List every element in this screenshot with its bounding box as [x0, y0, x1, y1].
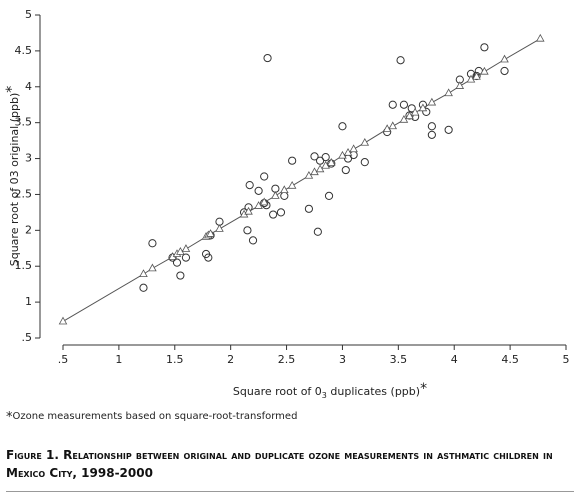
data-point: [254, 186, 263, 195]
data-point: [304, 204, 314, 213]
fitted-point: [148, 263, 157, 272]
data-point: [399, 100, 409, 109]
data-point: [245, 181, 254, 190]
y-tick-label: .5: [22, 331, 33, 344]
y-tick-label: 1.5: [15, 259, 33, 272]
fitted-point: [215, 224, 224, 232]
fitted-point: [280, 185, 289, 194]
fitted-point: [427, 97, 437, 106]
x-tick-label: 3.5: [390, 353, 408, 366]
data-point: [427, 122, 436, 131]
data-point: [269, 210, 278, 219]
data-point: [148, 239, 157, 248]
x-axis-label: Square root of 03 duplicates (ppb)*: [233, 381, 427, 400]
data-point: [341, 165, 350, 175]
data-point: [360, 158, 369, 167]
rule: [6, 491, 574, 492]
x-tick-label: 4.5: [501, 353, 519, 366]
data-point: [181, 253, 191, 262]
x-tick-label: 3: [339, 353, 346, 366]
fitted-point: [500, 54, 509, 63]
data-point: [444, 125, 453, 134]
y-tick-label: 1: [25, 295, 32, 308]
figure-caption: Figure 1. Relationship between original …: [6, 448, 553, 480]
x-tick-label: 1.5: [166, 353, 184, 366]
data-point: [324, 191, 334, 200]
data-point: [321, 153, 330, 162]
x-tick-label: 5: [563, 353, 570, 366]
data-point: [396, 56, 405, 65]
data-point: [276, 208, 286, 217]
fitted-point: [360, 137, 370, 146]
y-tick-label: 3: [25, 152, 32, 165]
data-point: [315, 156, 325, 165]
y-tick-label: 5: [25, 8, 32, 21]
fitted-point: [244, 206, 253, 215]
footnote: *Ozone measurements based on square-root…: [6, 410, 297, 425]
data-point: [260, 172, 269, 181]
data-point: [172, 258, 182, 267]
fitted-point: [181, 244, 191, 252]
data-point: [500, 66, 509, 76]
x-axis-label-star: *: [420, 381, 427, 397]
y-axis-label-text: Square root of 03 original (ppb): [8, 93, 21, 267]
y-tick-label: 2: [25, 223, 32, 236]
data-point: [480, 43, 489, 52]
fitted-point: [444, 88, 453, 97]
x-tick-label: 1: [115, 353, 122, 366]
x-axis-label-text: duplicates (ppb): [327, 385, 420, 398]
fitted-point: [259, 197, 269, 206]
data-point: [313, 227, 322, 236]
fitted-point: [472, 71, 481, 80]
fitted-point: [271, 191, 280, 199]
data-point: [338, 122, 347, 131]
y-axis-label-star: *: [4, 86, 20, 93]
fitted-point: [349, 144, 358, 153]
fitted-point: [455, 81, 465, 89]
x-tick-label: 2.5: [278, 353, 296, 366]
fitted-point: [287, 181, 297, 189]
x-tick-label: .5: [58, 353, 69, 366]
data-point: [176, 271, 185, 280]
x-axis-label-subscript: 3: [322, 391, 327, 400]
y-axis-label: Square root of 03 original (ppb)*: [4, 86, 21, 267]
fitted-point: [139, 269, 148, 278]
fitted-point: [480, 66, 489, 75]
data-point: [204, 253, 213, 262]
data-point: [388, 100, 397, 109]
fitted-point: [418, 103, 428, 112]
fitted-point: [326, 158, 336, 166]
footnote-star: *: [6, 410, 13, 425]
y-tick-label: 4: [25, 80, 32, 93]
data-point: [263, 53, 272, 63]
fitted-point: [58, 316, 68, 325]
data-point: [280, 191, 289, 200]
x-tick-label: 4: [451, 353, 458, 366]
x-axis-label-text: Square root of 0: [233, 385, 322, 398]
y-tick-label: 3.5: [15, 116, 33, 129]
fitted-point: [388, 121, 398, 130]
data-point: [427, 130, 436, 139]
footnote-text: Ozone measurements based on square-root-…: [12, 411, 298, 422]
fitted-point: [410, 107, 420, 116]
chart: Square root of 03 original (ppb)* Square…: [4, 8, 570, 400]
data-point: [310, 152, 319, 161]
y-tick-label: 2.5: [15, 187, 33, 200]
data-point: [248, 236, 258, 245]
x-tick-label: 2: [227, 353, 234, 366]
y-tick-label: 4.5: [15, 44, 33, 57]
data-point: [422, 107, 431, 117]
data-point: [243, 226, 252, 235]
data-point: [139, 283, 148, 292]
fitted-point: [206, 229, 215, 237]
data-point: [288, 156, 297, 165]
fitted-point: [536, 33, 545, 42]
